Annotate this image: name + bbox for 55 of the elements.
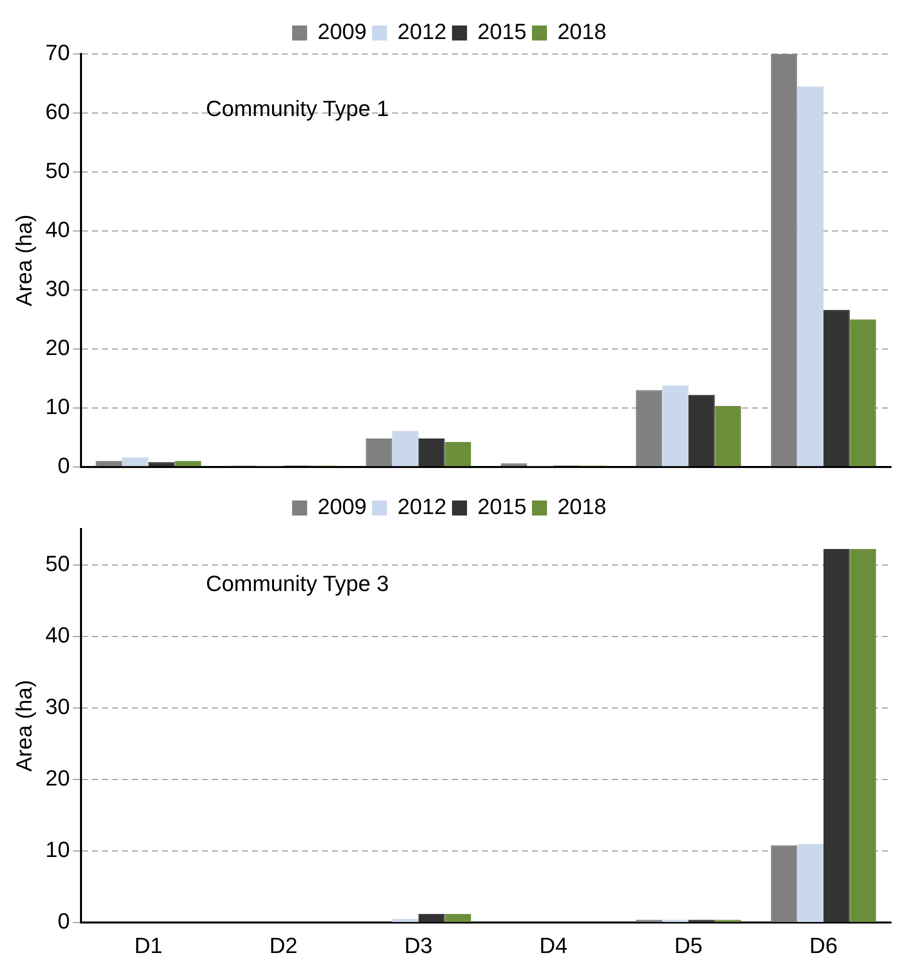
y-tick-label: 0 <box>58 452 70 478</box>
bar <box>797 844 824 922</box>
legend-label: 2015 <box>478 494 526 520</box>
annotation: Community Type 3 <box>206 571 389 596</box>
y-tick-label: 10 <box>45 837 70 862</box>
y-tick-label: 10 <box>45 394 70 419</box>
y-tick-label: 50 <box>45 550 70 576</box>
bar <box>688 394 715 466</box>
bar <box>366 438 392 466</box>
bar <box>662 385 688 466</box>
bar <box>770 54 798 466</box>
y-tick-label: 20 <box>45 766 70 791</box>
legend-label: 2018 <box>557 494 606 520</box>
y-tick-label: 40 <box>45 622 70 648</box>
bar <box>96 460 122 466</box>
x-tick-label: D3 <box>404 932 432 958</box>
y-tick-label: 60 <box>45 99 70 124</box>
legend-label: 2012 <box>398 19 447 44</box>
bar <box>850 319 876 466</box>
bar <box>797 86 824 466</box>
y-tick-label: 50 <box>45 158 70 184</box>
x-tick-label: D1 <box>134 932 162 958</box>
bar <box>418 438 445 466</box>
y-tick-label: 30 <box>45 276 70 301</box>
y-tick-label: 20 <box>45 334 70 360</box>
legend-label: 2009 <box>318 494 367 520</box>
bar <box>770 845 798 922</box>
bar <box>850 549 876 922</box>
bar <box>444 442 472 466</box>
bar <box>823 549 850 922</box>
bar <box>392 430 418 466</box>
annotation: Community Type 1 <box>206 96 389 122</box>
bar <box>392 919 418 922</box>
x-tick-label: D5 <box>674 932 703 958</box>
x-tick-label: D4 <box>539 932 568 958</box>
y-axis-title: Area (ha) <box>11 680 36 772</box>
y-tick-label: 30 <box>45 694 70 719</box>
legend-label: 2009 <box>318 19 367 44</box>
x-tick-label: D2 <box>269 932 298 958</box>
legend-label: 2018 <box>557 19 606 44</box>
bar <box>148 462 175 466</box>
bar <box>122 457 148 466</box>
bar <box>418 914 445 922</box>
y-tick-label: 70 <box>45 40 70 66</box>
x-tick-label: D6 <box>809 932 838 958</box>
bar <box>714 406 742 466</box>
legend-label: 2012 <box>398 494 447 520</box>
legend-label: 2015 <box>478 19 526 44</box>
bar <box>174 460 202 466</box>
bar <box>636 390 662 466</box>
bar <box>823 310 850 466</box>
y-tick-label: 40 <box>45 216 70 242</box>
bar <box>444 914 472 922</box>
y-axis-title: Area (ha) <box>11 214 36 306</box>
y-tick-label: 0 <box>58 908 70 934</box>
